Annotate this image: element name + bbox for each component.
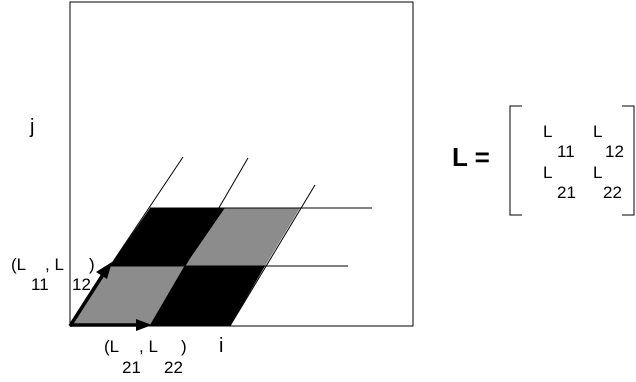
lattice-cells <box>70 208 300 326</box>
matrix-sub-12: 12 <box>605 142 624 161</box>
equation-lhs: L = <box>452 142 490 172</box>
plot-frame <box>69 1 414 327</box>
vector-2-comma: , L <box>139 337 158 356</box>
vector-2-open: (L <box>104 337 119 356</box>
cell-dark <box>110 208 225 266</box>
matrix-letter-21: L <box>543 163 552 182</box>
vector-2-label: (L 21 , L 22 ) <box>104 337 187 377</box>
cell-light <box>70 266 185 326</box>
vector-1-sub-b: 12 <box>72 275 91 294</box>
cell-dark <box>150 266 265 326</box>
vector-1-label: (L 11 , L 12 ) <box>11 255 95 294</box>
matrix-sub-11: 11 <box>557 142 575 161</box>
matrix-letter-11: L <box>543 122 552 141</box>
left-bracket <box>509 105 522 216</box>
vector-1-sub-a: 11 <box>31 275 49 294</box>
axis-label-i: i <box>219 335 223 357</box>
vector-2-sub-a: 21 <box>122 358 141 377</box>
vector-1-arrow <box>68 272 106 327</box>
cell-light <box>185 208 300 266</box>
vector-1-close: ) <box>89 255 95 274</box>
matrix-entries: L 11 L 12 L 21 L 22 <box>543 122 624 202</box>
vector-2-sub-b: 22 <box>164 358 183 377</box>
vector-2-arrowhead <box>136 319 152 331</box>
matrix-letter-12: L <box>593 122 602 141</box>
vector-1-comma: , L <box>45 255 64 274</box>
matrix-sub-21: 21 <box>557 183 576 202</box>
matrix-brackets <box>509 105 635 216</box>
vector-1-arrowhead <box>96 262 112 279</box>
right-bracket <box>622 105 635 216</box>
matrix-sub-22: 22 <box>603 183 622 202</box>
lattice-lines <box>69 156 372 327</box>
matrix-letter-22: L <box>593 163 602 182</box>
basis-vectors <box>68 262 152 331</box>
axis-label-j: j <box>29 116 34 138</box>
vector-2-close: ) <box>181 337 187 356</box>
vector-1-open: (L <box>11 255 26 274</box>
